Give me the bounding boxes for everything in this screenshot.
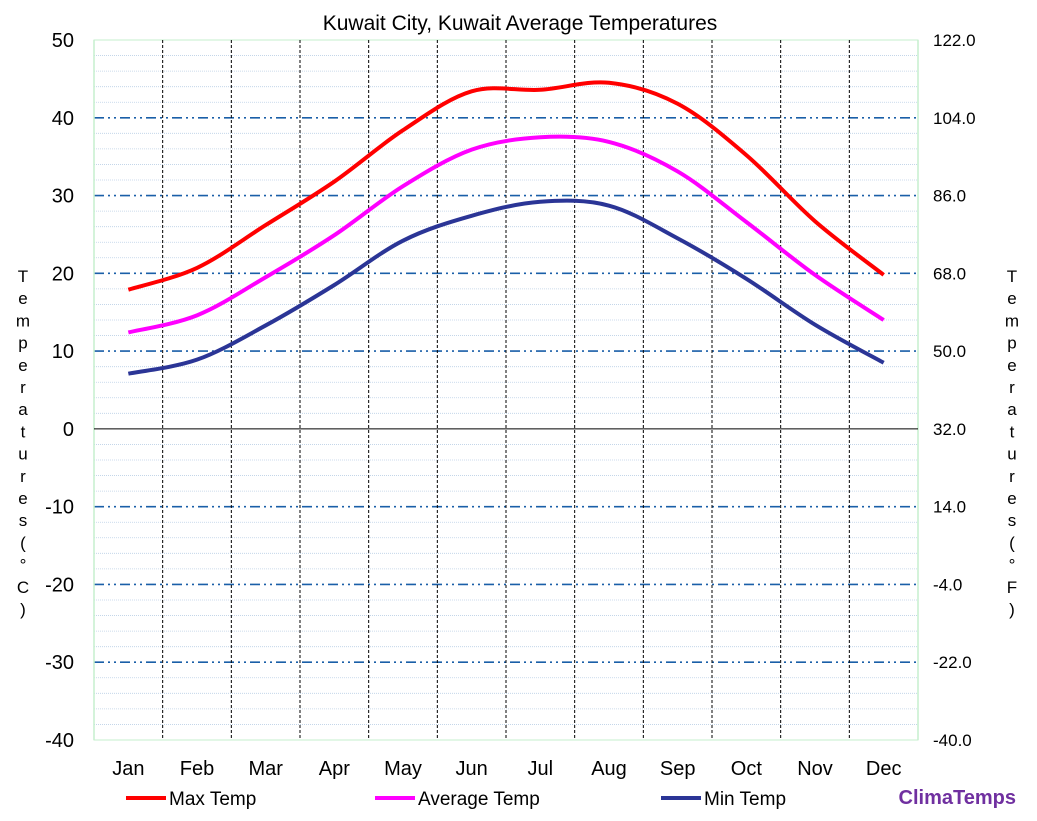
chart-title: Kuwait City, Kuwait Average Temperatures (323, 12, 718, 35)
right-tick-label: 14.0 (933, 498, 966, 517)
min-temp-line (127, 198, 885, 376)
left-tick-label: 0 (63, 419, 74, 441)
left-tick-label: -10 (45, 497, 74, 519)
right-tick-label: 68.0 (933, 264, 966, 283)
left-tick-label: -20 (45, 574, 74, 596)
x-tick-label: Feb (180, 758, 214, 780)
right-tick-label: 32.0 (933, 420, 966, 439)
x-tick-label: Aug (591, 758, 627, 780)
right-axis-ticks: 122.0 104.0 86.0 68.0 50.0 32.0 14.0 -4.0 -22.0 -… (933, 31, 976, 750)
brand-logo: ClimaTemps (899, 787, 1016, 809)
right-tick-label: 50.0 (933, 342, 966, 361)
left-tick-label: 20 (52, 263, 74, 285)
average-temp-line (127, 134, 885, 335)
x-tick-label: May (384, 758, 422, 780)
x-tick-label: Oct (731, 758, 763, 780)
left-tick-label: 40 (52, 108, 74, 130)
x-tick-label: Apr (319, 758, 350, 780)
right-tick-label: -40.0 (933, 731, 972, 750)
x-tick-label: Jun (456, 758, 488, 780)
series-lines (127, 80, 885, 376)
x-tick-label: Jul (528, 758, 554, 780)
right-tick-label: 122.0 (933, 31, 976, 50)
month-gridlines (162, 40, 850, 740)
legend-label-max-temp: Max Temp (169, 789, 256, 810)
left-tick-label: 10 (52, 341, 74, 363)
legend-label-min-temp: Min Temp (704, 789, 786, 810)
x-tick-label: Sep (660, 758, 696, 780)
left-tick-label: -40 (45, 730, 74, 752)
right-tick-label: -4.0 (933, 575, 962, 594)
left-tick-label: 50 (52, 30, 74, 52)
x-tick-label: Nov (797, 758, 833, 780)
x-tick-label: Mar (248, 758, 283, 780)
legend: Max Temp Average Temp Min Temp (126, 789, 786, 810)
x-axis-ticks: Jan Feb Mar Apr May Jun Jul Aug Sep Oct Nov Dec (112, 758, 901, 780)
left-tick-label: -30 (45, 652, 74, 674)
x-tick-label: Dec (866, 758, 902, 780)
legend-label-average-temp: Average Temp (418, 789, 540, 810)
max-temp-line (127, 80, 885, 292)
x-tick-label: Jan (112, 758, 144, 780)
right-tick-label: 86.0 (933, 187, 966, 206)
left-axis-ticks: 50 40 30 20 10 0 -10 -20 -30 -40 (45, 30, 74, 752)
right-tick-label: 104.0 (933, 109, 976, 128)
right-tick-label: -22.0 (933, 653, 972, 672)
left-tick-label: 30 (52, 186, 74, 208)
axes (93, 40, 919, 740)
